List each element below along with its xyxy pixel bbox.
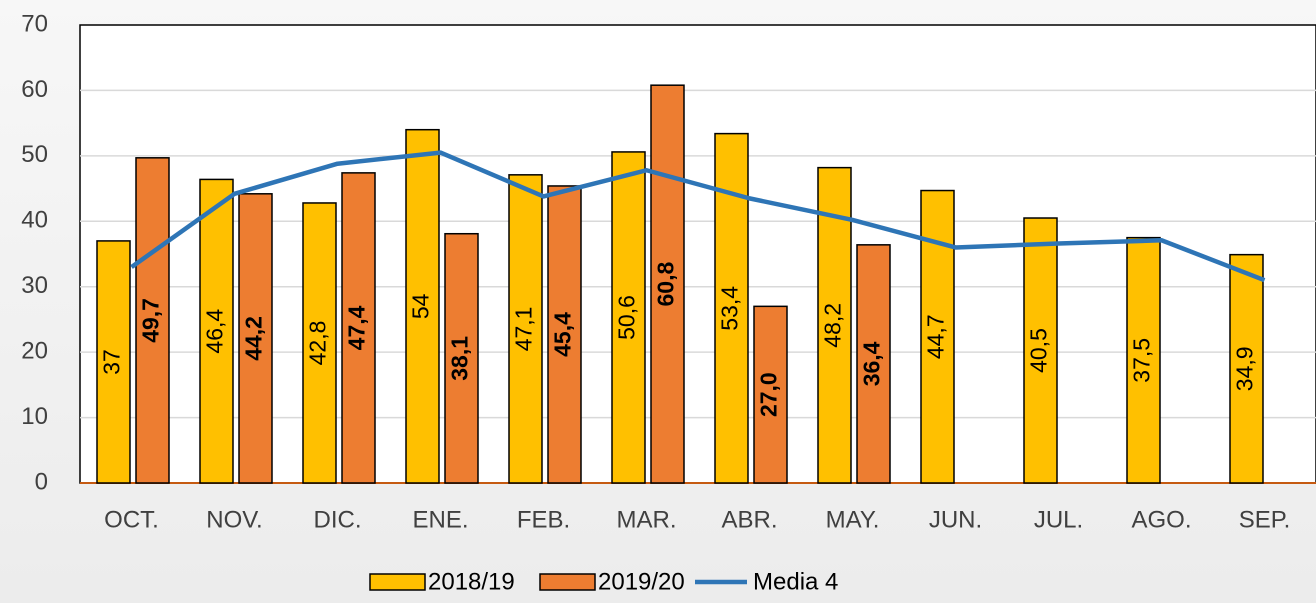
data-label: 47,1 bbox=[511, 307, 537, 352]
data-label: 48,2 bbox=[820, 303, 846, 348]
data-label: 45,4 bbox=[550, 312, 576, 357]
data-label: 47,4 bbox=[344, 305, 370, 350]
y-tick-label: 20 bbox=[21, 337, 48, 364]
data-label: 40,5 bbox=[1026, 328, 1052, 373]
legend-label: 2019/20 bbox=[598, 568, 685, 595]
bar bbox=[341, 172, 376, 484]
data-label: 34,9 bbox=[1232, 346, 1258, 391]
data-label: 50,6 bbox=[614, 295, 640, 340]
bar bbox=[753, 305, 788, 484]
x-tick-label: AGO. bbox=[1131, 506, 1191, 533]
legend-swatch bbox=[539, 573, 596, 591]
data-label: 42,8 bbox=[305, 321, 331, 366]
bar bbox=[199, 178, 234, 484]
bar bbox=[1229, 253, 1264, 484]
x-tick-label: OCT. bbox=[104, 506, 159, 533]
x-tick-label: FEB. bbox=[517, 506, 570, 533]
plot-area bbox=[79, 24, 1316, 484]
bar bbox=[1126, 236, 1161, 484]
x-tick-label: ABR. bbox=[721, 506, 777, 533]
y-tick-label: 50 bbox=[21, 141, 48, 168]
x-tick-label: SEP. bbox=[1239, 506, 1291, 533]
data-label: 53,4 bbox=[717, 286, 743, 331]
x-tick-label: JUL. bbox=[1034, 506, 1083, 533]
y-tick-label: 0 bbox=[35, 468, 48, 495]
data-label: 46,4 bbox=[202, 309, 228, 354]
bar bbox=[611, 151, 646, 484]
data-label: 60,8 bbox=[653, 262, 679, 307]
y-tick-label: 40 bbox=[21, 207, 48, 234]
data-label: 37,5 bbox=[1129, 338, 1155, 383]
data-label: 54 bbox=[408, 293, 434, 319]
legend-label: 2018/19 bbox=[428, 568, 515, 595]
data-label: 37 bbox=[99, 349, 125, 375]
x-tick-label: NOV. bbox=[206, 506, 262, 533]
bar bbox=[856, 244, 891, 484]
data-label: 36,4 bbox=[859, 341, 885, 386]
bar bbox=[135, 157, 170, 484]
bar bbox=[508, 174, 543, 484]
x-tick-label: MAY. bbox=[826, 506, 880, 533]
bar bbox=[302, 202, 337, 484]
x-tick-label: ENE. bbox=[412, 506, 468, 533]
y-tick-label: 30 bbox=[21, 272, 48, 299]
y-tick-label: 70 bbox=[21, 10, 48, 37]
data-label: 44,2 bbox=[241, 316, 267, 361]
bar bbox=[650, 84, 685, 484]
bar bbox=[405, 128, 440, 484]
bar bbox=[444, 232, 479, 484]
legend-label: Media 4 bbox=[753, 568, 838, 595]
bar bbox=[1023, 217, 1058, 484]
data-label: 38,1 bbox=[447, 336, 473, 381]
data-label: 27,0 bbox=[756, 372, 782, 417]
bar bbox=[238, 193, 273, 484]
data-label: 44,7 bbox=[923, 314, 949, 359]
x-tick-label: JUN. bbox=[929, 506, 982, 533]
line bbox=[130, 150, 1266, 283]
y-tick-label: 60 bbox=[21, 76, 48, 103]
x-tick-label: DIC. bbox=[314, 506, 362, 533]
legend-swatch bbox=[369, 573, 426, 591]
data-label: 49,7 bbox=[138, 298, 164, 343]
bar bbox=[547, 185, 582, 484]
x-tick-label: MAR. bbox=[617, 506, 677, 533]
y-tick-label: 10 bbox=[21, 403, 48, 430]
bar bbox=[96, 240, 131, 484]
